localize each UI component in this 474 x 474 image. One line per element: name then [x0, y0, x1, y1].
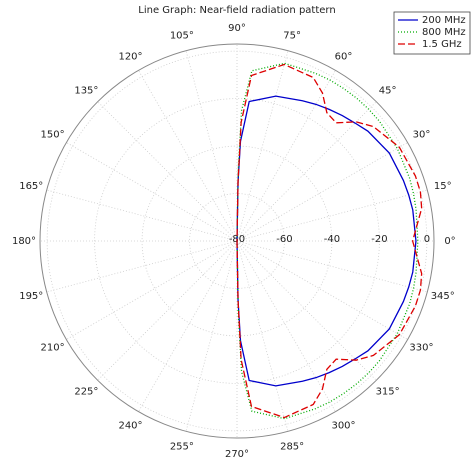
- angle-label: 270°: [225, 449, 249, 460]
- angle-label: 30°: [413, 130, 431, 141]
- angle-label: 195°: [19, 291, 43, 302]
- angle-label: 45°: [379, 85, 397, 96]
- angle-label: 90°: [228, 23, 246, 34]
- legend-label: 200 MHz: [422, 15, 466, 26]
- angular-grid-line: [46, 189, 238, 242]
- angular-grid-line: [185, 240, 238, 432]
- angular-grid-line: [185, 50, 238, 242]
- angle-label: 150°: [40, 130, 64, 141]
- angular-grid-line: [236, 240, 428, 293]
- r-tick-label: -40: [324, 234, 340, 245]
- angle-label: 60°: [335, 52, 353, 63]
- series-line: [236, 62, 419, 420]
- angle-label: 285°: [280, 442, 304, 453]
- legend-label: 1.5 GHz: [422, 39, 462, 50]
- series-line: [236, 95, 417, 387]
- r-tick-label: -60: [276, 234, 292, 245]
- angle-label: 330°: [409, 343, 433, 354]
- angle-label: 105°: [170, 30, 194, 41]
- angular-grid-line: [66, 142, 238, 242]
- angle-label: 300°: [331, 420, 355, 431]
- angular-grid-line: [66, 240, 238, 340]
- r-tick-label: -20: [371, 234, 387, 245]
- angular-grid-line: [236, 240, 336, 412]
- angular-grid-line: [97, 240, 238, 381]
- radial-grid-circle: [94, 98, 380, 384]
- angular-grid-line: [236, 50, 289, 242]
- angle-label: 255°: [170, 442, 194, 453]
- angle-label: 240°: [118, 420, 142, 431]
- radial-grid-circle: [46, 50, 428, 432]
- angle-label: 180°: [12, 236, 36, 247]
- angular-grid-line: [97, 101, 238, 242]
- angle-label: 210°: [40, 343, 64, 354]
- angular-grid-line: [236, 240, 289, 432]
- angular-grid-line: [236, 70, 336, 242]
- series-line: [236, 63, 423, 419]
- angle-label: 15°: [434, 181, 452, 192]
- angular-grid-line: [236, 142, 408, 242]
- plot-border: [39, 43, 435, 439]
- angle-label: 120°: [118, 52, 142, 63]
- chart-title: Line Graph: Near-field radiation pattern: [138, 5, 335, 16]
- angle-label: 225°: [74, 387, 98, 398]
- radial-grid-circle: [189, 193, 285, 289]
- radial-grid-circle: [141, 145, 333, 337]
- angular-grid-line: [138, 70, 238, 242]
- angle-label: 345°: [431, 291, 455, 302]
- legend-label: 800 MHz: [422, 27, 466, 38]
- angular-grid-line: [236, 240, 408, 340]
- angle-label: 75°: [283, 30, 301, 41]
- angle-label: 315°: [376, 387, 400, 398]
- angular-grid-line: [46, 240, 238, 293]
- legend-box: [393, 11, 471, 55]
- angle-label: 135°: [74, 85, 98, 96]
- angular-grid-line: [138, 240, 238, 412]
- angle-label: 165°: [19, 181, 43, 192]
- r-tick-label: 0: [424, 234, 430, 245]
- angle-label: 0°: [444, 236, 455, 247]
